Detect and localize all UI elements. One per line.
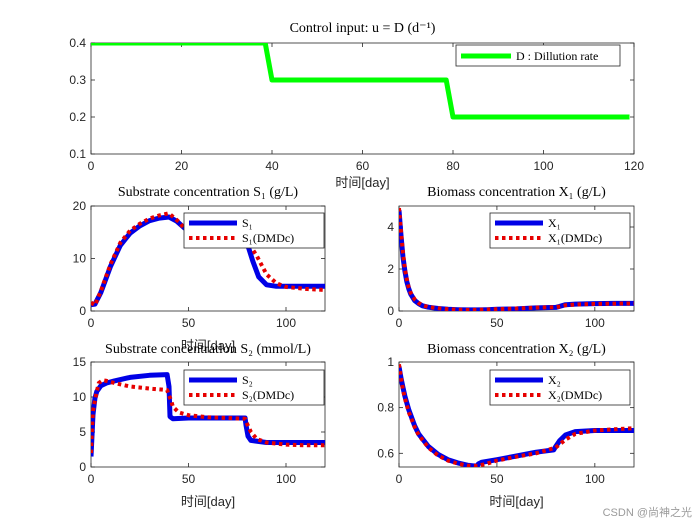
x-tick-label: 0 bbox=[88, 316, 95, 330]
legend-box bbox=[183, 369, 325, 406]
legend-label: X₁(DMDc) bbox=[548, 231, 602, 245]
series-group bbox=[91, 43, 630, 120]
legend-label: X₁ bbox=[548, 216, 561, 230]
x-tick-label: 100 bbox=[585, 472, 605, 486]
x-tick-label: 80 bbox=[446, 159, 460, 173]
y-tick-label: 2 bbox=[387, 262, 394, 276]
y-tick-label: 0.3 bbox=[69, 73, 86, 87]
series-line-dmdc bbox=[399, 364, 634, 467]
x-tick-label: 20 bbox=[175, 159, 189, 173]
y-tick-label: 0.8 bbox=[377, 401, 394, 415]
chart-title: Substrate concentration S₁ (g/L) bbox=[118, 185, 299, 200]
x-tick-label: 120 bbox=[624, 159, 644, 173]
x-axis-label: 时间[day] bbox=[489, 494, 543, 509]
legend-label: D : Dillution rate bbox=[516, 49, 598, 63]
series-line-dmdc bbox=[91, 378, 325, 454]
legend-box bbox=[455, 44, 621, 67]
chart-title: Substrate concentration S₂ (mmol/L) bbox=[105, 342, 311, 357]
x-axis-label: 时间[day] bbox=[181, 494, 235, 509]
y-tick-label: 0.4 bbox=[69, 36, 86, 50]
y-tick-label: 1 bbox=[387, 355, 394, 369]
legend-label: S₁(DMDc) bbox=[242, 231, 294, 245]
legend-box bbox=[183, 212, 325, 249]
series-group bbox=[399, 207, 634, 311]
y-tick-label: 0 bbox=[387, 304, 394, 318]
series-group bbox=[91, 372, 325, 457]
y-tick-label: 0.1 bbox=[69, 147, 86, 161]
legend-label: S₂ bbox=[242, 373, 253, 387]
x-tick-label: 50 bbox=[182, 316, 196, 330]
y-tick-label: 5 bbox=[79, 425, 86, 439]
chart-title: Biomass concentration X₁ (g/L) bbox=[427, 185, 606, 200]
y-tick-label: 10 bbox=[73, 252, 87, 266]
y-tick-label: 0 bbox=[79, 304, 86, 318]
y-tick-label: 20 bbox=[73, 199, 87, 213]
legend-box bbox=[489, 212, 631, 249]
watermark: CSDN @尚神之光 bbox=[603, 505, 692, 519]
chart-title: Biomass concentration X₂ (g/L) bbox=[427, 342, 606, 357]
legend-box bbox=[489, 369, 631, 406]
x-tick-label: 100 bbox=[533, 159, 553, 173]
x-axis-label: 时间[day] bbox=[335, 175, 389, 190]
x-tick-label: 0 bbox=[396, 316, 403, 330]
x-tick-label: 0 bbox=[396, 472, 403, 486]
legend: D : Dillution rate bbox=[455, 44, 621, 67]
y-tick-label: 4 bbox=[387, 220, 394, 234]
y-tick-label: 0.6 bbox=[377, 446, 394, 460]
x-tick-label: 40 bbox=[265, 159, 279, 173]
legend-label: S₁ bbox=[242, 216, 253, 230]
legend-label: X₂ bbox=[548, 373, 561, 387]
x-tick-label: 0 bbox=[88, 159, 95, 173]
x-tick-label: 100 bbox=[276, 316, 296, 330]
y-tick-label: 15 bbox=[73, 355, 87, 369]
y-tick-label: 0.2 bbox=[69, 110, 86, 124]
series-line-true bbox=[91, 372, 325, 457]
x-tick-label: 50 bbox=[182, 472, 196, 486]
legend-label: S₂(DMDc) bbox=[242, 388, 294, 402]
x-tick-label: 0 bbox=[88, 472, 95, 486]
x-tick-label: 100 bbox=[585, 316, 605, 330]
y-tick-label: 10 bbox=[73, 390, 87, 404]
y-tick-label: 0 bbox=[79, 460, 86, 474]
chart-p1: 0 20 40 60 80 100 120 0.1 0.2 0.3 0.4 D : Dillution… bbox=[69, 21, 644, 190]
x-tick-label: 50 bbox=[490, 472, 504, 486]
x-tick-label: 100 bbox=[276, 472, 296, 486]
x-tick-label: 60 bbox=[356, 159, 370, 173]
legend-label: X₂(DMDc) bbox=[548, 388, 602, 402]
x-axis-label: 时间[day] bbox=[181, 338, 235, 353]
series-line-true bbox=[91, 43, 630, 120]
chart-title: Control input: u = D (d⁻¹) bbox=[290, 21, 436, 36]
series-group bbox=[399, 364, 634, 467]
x-tick-label: 50 bbox=[490, 316, 504, 330]
